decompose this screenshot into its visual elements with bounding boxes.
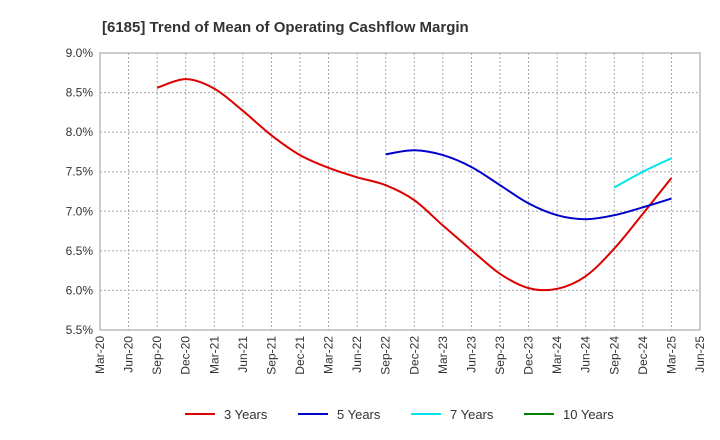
y-tick-label: 8.0% [66, 125, 94, 139]
x-tick-label: Jun-21 [236, 336, 250, 373]
x-tick-label: Mar-20 [93, 336, 107, 374]
x-tick-label: Jun-24 [579, 336, 593, 373]
series-line-5-years [385, 149, 672, 221]
series-line-3-years [156, 78, 673, 292]
x-tick-label: Mar-24 [550, 336, 564, 374]
plot-area [156, 78, 673, 292]
y-tick-label: 5.5% [66, 323, 94, 337]
x-tick-label: Sep-20 [150, 336, 164, 375]
x-tick-label: Dec-22 [407, 336, 421, 375]
x-tick-label: Dec-21 [293, 336, 307, 375]
x-tick-label: Mar-22 [322, 336, 336, 374]
legend-label: 5 Years [337, 407, 381, 422]
x-tick-label: Dec-23 [522, 336, 536, 375]
series-line-7-years [613, 157, 672, 189]
x-tick-label: Jun-25 [693, 336, 707, 373]
x-tick-label: Sep-21 [264, 336, 278, 375]
x-tick-label: Jun-20 [122, 336, 136, 373]
plot-frame [99, 52, 701, 331]
legend-label: 10 Years [563, 407, 614, 422]
x-tick-label: Mar-23 [436, 336, 450, 374]
legend: 3 Years 5 Years 7 Years 10 Years [185, 407, 614, 422]
y-axis: 5.5% 6.0% 6.5% 7.0% 7.5% 8.0% 8.5% 9.0% [66, 46, 94, 337]
y-tick-label: 7.0% [66, 204, 94, 218]
y-tick-label: 6.5% [66, 244, 94, 258]
y-tick-label: 8.5% [66, 86, 94, 100]
x-tick-label: Sep-22 [379, 336, 393, 375]
x-tick-label: Jun-22 [350, 336, 364, 373]
x-tick-label: Mar-21 [207, 336, 221, 374]
legend-label: 7 Years [450, 407, 494, 422]
x-tick-label: Sep-24 [607, 336, 621, 375]
x-tick-label: Dec-20 [179, 336, 193, 375]
x-tick-label: Jun-23 [464, 336, 478, 373]
x-tick-label: Sep-23 [493, 336, 507, 375]
y-tick-label: 9.0% [66, 46, 94, 60]
chart-title: [6185] Trend of Mean of Operating Cashfl… [102, 19, 469, 36]
x-axis: Mar-20 Jun-20 Sep-20 Dec-20 Mar-21 Jun-21 Sep-… [93, 336, 707, 375]
grid [99, 52, 701, 331]
x-tick-label: Mar-25 [664, 336, 678, 374]
y-tick-label: 6.0% [66, 283, 94, 297]
y-tick-label: 7.5% [66, 165, 94, 179]
legend-label: 3 Years [224, 407, 268, 422]
x-tick-label: Dec-24 [636, 336, 650, 375]
